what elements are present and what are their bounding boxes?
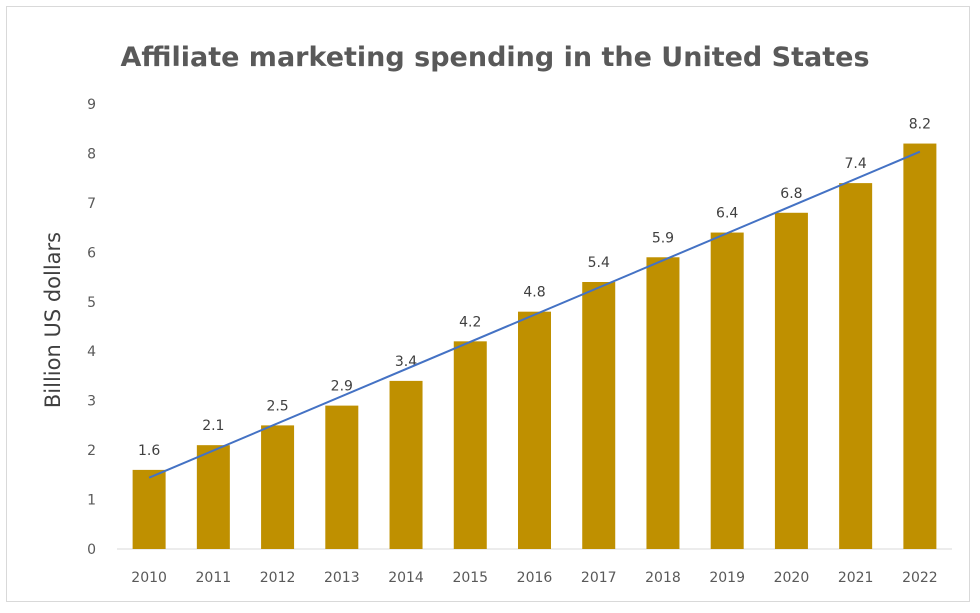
y-tick-label: 9 <box>87 97 96 113</box>
data-label: 2.5 <box>266 398 288 414</box>
bar-2011 <box>196 445 230 549</box>
x-tick-label: 2022 <box>902 570 938 586</box>
y-tick-label: 8 <box>87 146 96 162</box>
data-label: 1.6 <box>138 443 160 459</box>
x-tick-label: 2012 <box>260 570 296 586</box>
x-tick-label: 2021 <box>838 570 874 586</box>
data-label: 5.9 <box>652 230 674 246</box>
x-tick-label: 2020 <box>774 570 810 586</box>
data-label: 3.4 <box>395 354 417 370</box>
y-tick-label: 5 <box>87 295 96 311</box>
bar-2017 <box>582 282 616 549</box>
y-tick-label: 4 <box>87 344 96 360</box>
bar-series <box>132 143 937 550</box>
bar-2016 <box>518 311 551 549</box>
y-axis-label: Billion US dollars <box>41 232 65 408</box>
trendline <box>148 150 921 479</box>
y-tick-label: 2 <box>87 443 96 459</box>
data-label: 2.9 <box>331 379 353 395</box>
bar-2020 <box>774 212 808 549</box>
data-label: 4.8 <box>523 285 545 301</box>
x-tick-label: 2014 <box>388 570 424 586</box>
y-tick-label: 1 <box>87 493 96 509</box>
x-tick-label: 2015 <box>452 570 488 586</box>
y-axis-ticks: 0 1 2 3 4 5 6 7 8 9 <box>87 97 96 558</box>
x-tick-label: 2017 <box>581 570 617 586</box>
data-label: 4.2 <box>459 314 481 330</box>
data-label: 8.2 <box>909 117 931 133</box>
data-label: 7.4 <box>845 156 867 172</box>
y-tick-label: 6 <box>87 245 96 261</box>
bar-2015 <box>453 341 487 549</box>
chart-title: Affiliate marketing spending in the Unit… <box>120 42 869 73</box>
chart-frame <box>6 6 970 602</box>
data-label: 6.4 <box>716 206 738 222</box>
bar-2013 <box>325 405 359 549</box>
data-label: 2.1 <box>202 418 224 434</box>
x-tick-label: 2016 <box>517 570 553 586</box>
x-tick-label: 2018 <box>645 570 681 586</box>
y-tick-label: 0 <box>87 542 96 558</box>
bar-2022 <box>903 143 937 550</box>
data-label: 6.8 <box>780 186 802 202</box>
x-tick-label: 2011 <box>196 570 232 586</box>
bar-2018 <box>646 257 680 549</box>
data-label: 5.4 <box>588 255 610 271</box>
bar-2012 <box>261 425 295 549</box>
x-axis-ticks: 2010 2011 2012 2013 2014 2015 2016 2017 2018 2019… <box>131 570 937 586</box>
y-tick-label: 3 <box>87 394 96 410</box>
x-tick-label: 2010 <box>131 570 167 586</box>
x-tick-label: 2013 <box>324 570 360 586</box>
bar-2014 <box>389 380 423 549</box>
bar-2010 <box>132 469 166 549</box>
bar-2019 <box>710 232 744 550</box>
bar-2021 <box>839 183 873 549</box>
y-tick-label: 7 <box>87 196 96 212</box>
x-tick-label: 2019 <box>709 570 745 586</box>
